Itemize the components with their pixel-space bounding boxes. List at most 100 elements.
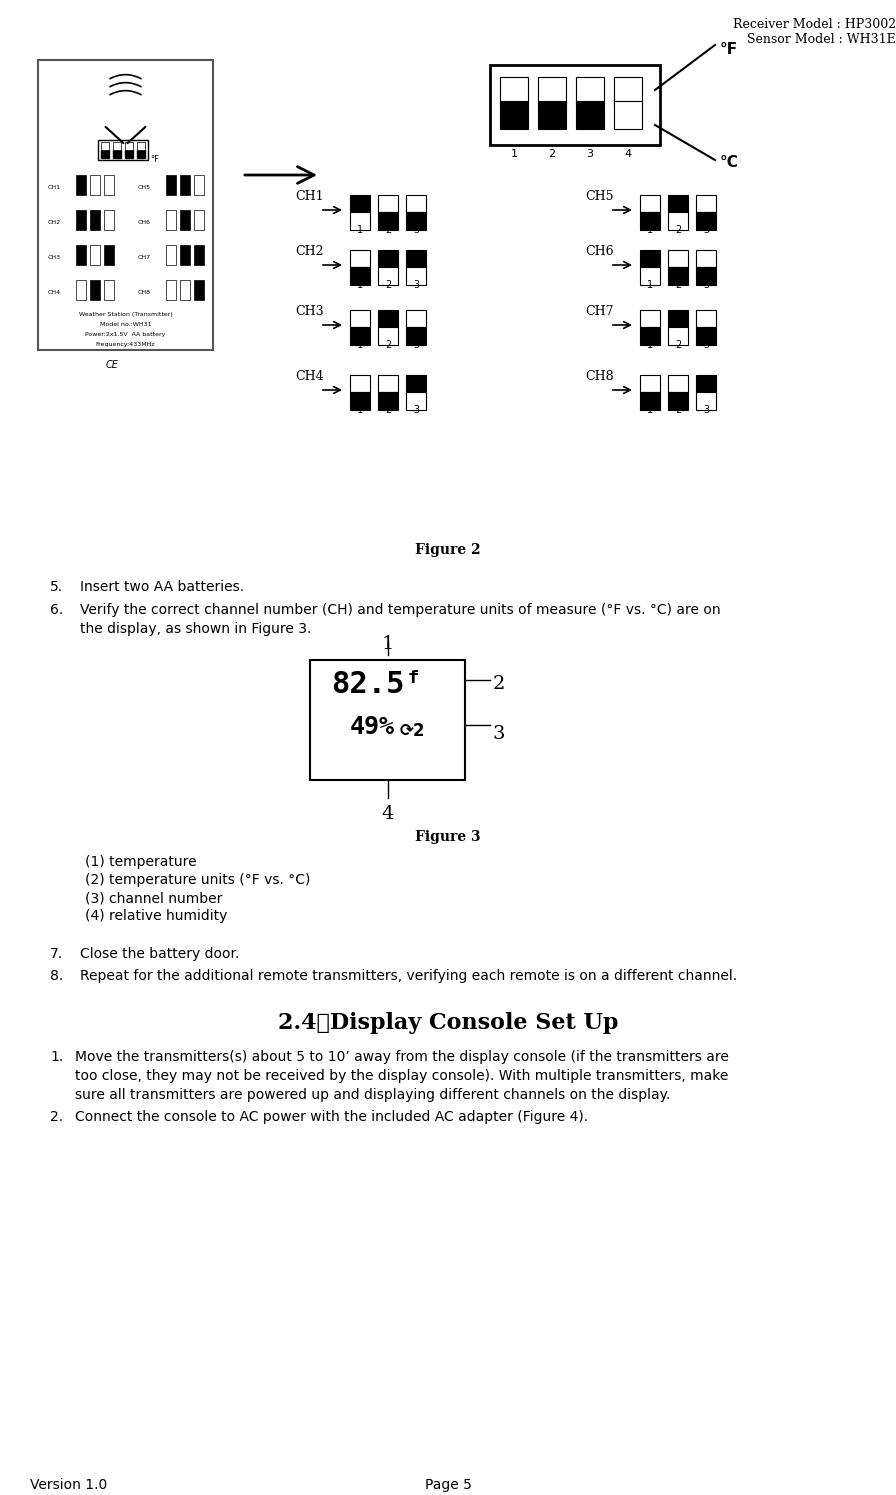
Bar — [696, 375, 716, 392]
Text: Frequency:433MHz: Frequency:433MHz — [96, 342, 155, 347]
Text: Repeat for the additional remote transmitters, verifying each remote is on a dif: Repeat for the additional remote transmi… — [80, 969, 737, 984]
Bar — [194, 245, 204, 265]
Text: 4: 4 — [625, 150, 632, 158]
Text: 2: 2 — [385, 339, 392, 350]
Bar — [668, 309, 688, 327]
Text: Insert two AA batteries.: Insert two AA batteries. — [80, 580, 244, 594]
Text: 3: 3 — [703, 405, 709, 416]
Bar — [378, 392, 398, 410]
Bar — [194, 175, 204, 194]
Bar — [378, 375, 398, 392]
Text: Connect the console to AC power with the included AC adapter (Figure 4).: Connect the console to AC power with the… — [75, 1109, 588, 1124]
Bar — [668, 327, 688, 345]
Bar — [378, 309, 398, 327]
Text: the display, as shown in Figure 3.: the display, as shown in Figure 3. — [80, 622, 312, 635]
Text: 2: 2 — [675, 226, 681, 235]
Text: 1: 1 — [647, 226, 653, 235]
Bar — [640, 309, 660, 327]
Text: CH8: CH8 — [138, 290, 151, 295]
Text: Close the battery door.: Close the battery door. — [80, 946, 239, 961]
Text: 5.: 5. — [50, 580, 63, 594]
Bar — [350, 375, 370, 392]
Text: 3: 3 — [413, 280, 419, 290]
Text: 7.: 7. — [50, 946, 63, 961]
Text: CE: CE — [106, 360, 118, 369]
Bar — [378, 250, 398, 268]
Bar — [696, 250, 716, 268]
Bar — [137, 150, 145, 158]
Text: Verify the correct channel number (CH) and temperature units of measure (°F vs. : Verify the correct channel number (CH) a… — [80, 602, 720, 617]
Bar — [104, 175, 114, 194]
Text: CH8: CH8 — [585, 369, 614, 383]
Bar — [406, 327, 426, 345]
Bar — [696, 212, 716, 230]
Text: CH7: CH7 — [138, 256, 151, 260]
Text: 3: 3 — [703, 280, 709, 290]
Bar — [668, 268, 688, 286]
Bar — [350, 194, 370, 212]
Text: 1: 1 — [511, 150, 518, 158]
Text: CH6: CH6 — [138, 220, 151, 226]
Bar — [614, 102, 642, 129]
Text: 3: 3 — [587, 150, 593, 158]
Bar — [406, 375, 426, 392]
Bar — [500, 102, 528, 129]
Bar — [500, 78, 528, 105]
Text: 2: 2 — [385, 405, 392, 416]
Text: 49%: 49% — [350, 715, 395, 739]
Bar — [180, 209, 190, 230]
Bar — [668, 375, 688, 392]
Text: 1: 1 — [382, 635, 393, 653]
Bar — [576, 102, 604, 129]
Text: ⟳2: ⟳2 — [400, 722, 426, 740]
Bar — [180, 245, 190, 265]
Bar — [640, 250, 660, 268]
Bar — [640, 392, 660, 410]
Bar — [668, 250, 688, 268]
Bar — [125, 142, 133, 150]
Bar — [696, 194, 716, 212]
Bar — [640, 268, 660, 286]
Bar — [378, 327, 398, 345]
Text: Figure 3: Figure 3 — [415, 830, 481, 845]
Text: (1) temperature: (1) temperature — [85, 855, 196, 869]
Bar — [538, 78, 566, 105]
Bar — [350, 327, 370, 345]
Bar — [378, 268, 398, 286]
Bar — [406, 212, 426, 230]
Text: 1: 1 — [647, 339, 653, 350]
Text: CH2: CH2 — [295, 245, 323, 259]
Bar — [406, 392, 426, 410]
Text: 3: 3 — [413, 339, 419, 350]
Bar — [166, 245, 176, 265]
Text: 2: 2 — [675, 405, 681, 416]
Bar — [166, 209, 176, 230]
Text: CH2: CH2 — [48, 220, 61, 226]
Text: sure all transmitters are powered up and displaying different channels on the di: sure all transmitters are powered up and… — [75, 1088, 670, 1102]
Text: 1: 1 — [647, 405, 653, 416]
Text: (3) channel number: (3) channel number — [85, 891, 222, 904]
Text: Sensor Model : WH31E: Sensor Model : WH31E — [747, 33, 896, 46]
Bar — [406, 194, 426, 212]
Text: 3: 3 — [413, 405, 419, 416]
Text: 6.: 6. — [50, 602, 64, 617]
Bar — [90, 209, 100, 230]
Text: Power:2x1.5V  AA battery: Power:2x1.5V AA battery — [85, 332, 166, 336]
Bar — [90, 245, 100, 265]
Bar — [310, 659, 465, 780]
Bar — [166, 175, 176, 194]
Bar — [668, 212, 688, 230]
Text: 1: 1 — [647, 280, 653, 290]
Bar — [38, 60, 213, 350]
Text: Move the transmitters(s) about 5 to 10’ away from the display console (if the tr: Move the transmitters(s) about 5 to 10’ … — [75, 1049, 728, 1064]
Text: 1: 1 — [357, 339, 363, 350]
Bar — [76, 175, 86, 194]
Text: CH1: CH1 — [295, 190, 323, 203]
Text: 2.: 2. — [50, 1109, 63, 1124]
Bar — [104, 245, 114, 265]
Bar — [90, 280, 100, 300]
Text: °C: °C — [720, 155, 739, 170]
Text: 2: 2 — [548, 150, 556, 158]
Bar — [350, 212, 370, 230]
Text: CH4: CH4 — [48, 290, 61, 295]
